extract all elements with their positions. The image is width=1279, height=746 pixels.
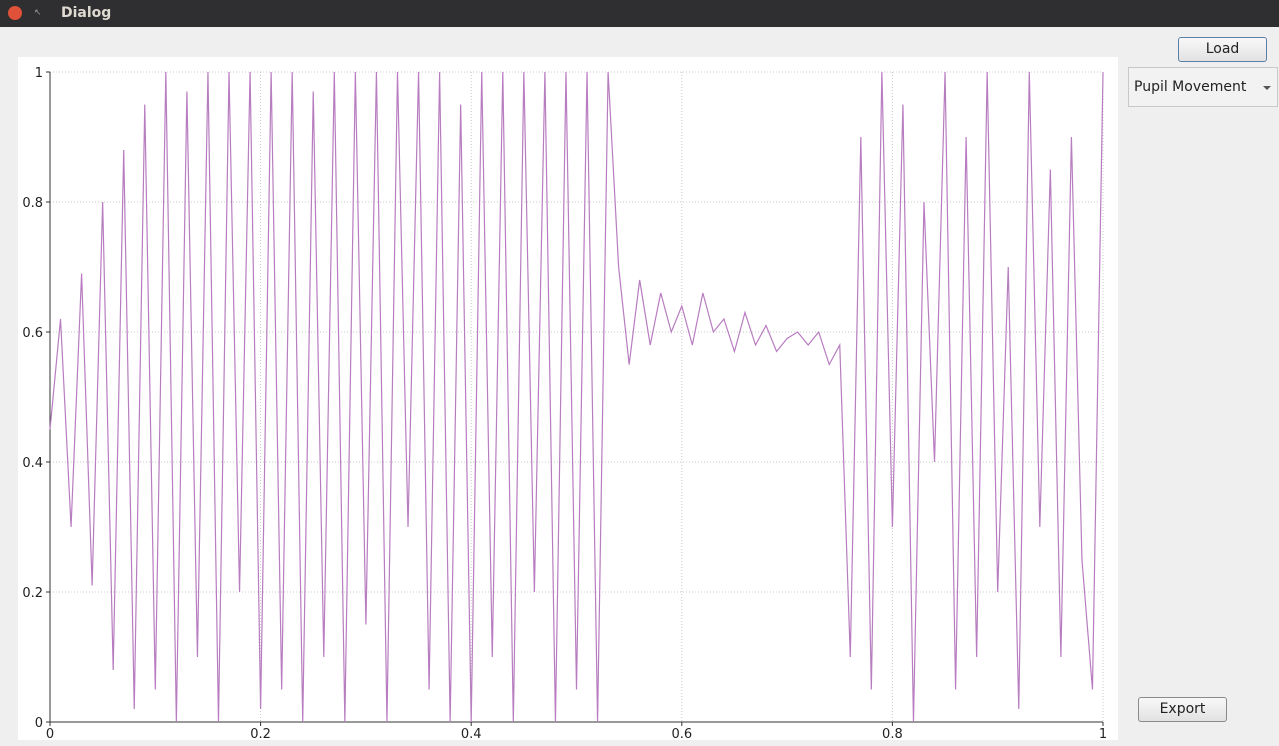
export-button[interactable]: Export [1138,697,1227,722]
x-tick-label: 0.8 [882,727,903,742]
y-tick-label: 0 [35,716,43,731]
dropdown-arrow [1263,86,1271,90]
window-title: Dialog [61,5,112,21]
x-tick-label: 1 [1099,727,1107,742]
series-dropdown[interactable]: Pupil Movement [1128,67,1278,107]
close-button[interactable] [8,6,22,20]
x-tick-label: 0.6 [671,727,692,742]
x-tick-label: 0 [46,727,54,742]
y-tick-label: 0.6 [22,326,43,341]
x-tick-label: 0.2 [250,727,271,742]
y-tick-label: 1 [35,66,43,81]
y-tick-label: 0.4 [22,456,43,471]
y-tick-label: 0.8 [22,196,43,211]
x-tick-label: 0.4 [461,727,482,742]
dropdown-text: Pupil Movement [1134,79,1247,95]
window-control[interactable]: ↖ [34,8,42,18]
data-line [49,71,1104,723]
load-button[interactable]: Load [1178,37,1267,62]
title-bar: ↖ Dialog [0,0,1279,27]
y-tick-label: 0.2 [22,586,43,601]
